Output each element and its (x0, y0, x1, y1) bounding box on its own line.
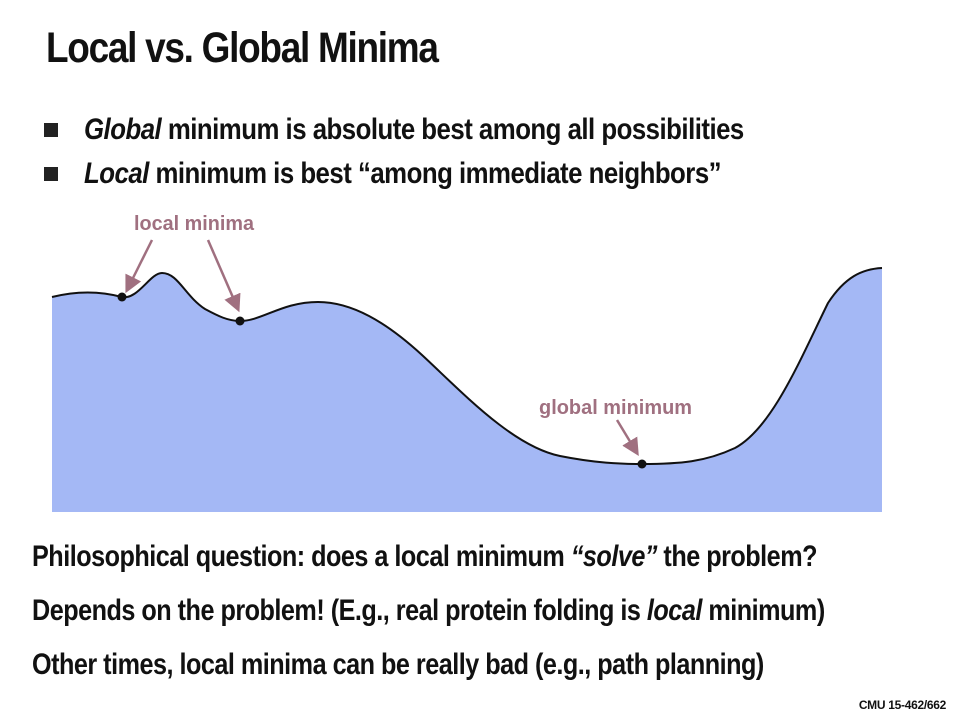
bullet-text: minimum is best “among immediate neighbo… (148, 157, 722, 190)
line-text: Depends on the problem! (E.g., real prot… (32, 594, 647, 627)
bullet-list: Global minimum is absolute best among al… (44, 108, 851, 196)
discussion-line-1: Philosophical question: does a local min… (32, 530, 960, 584)
bullet-emphasis: Local (84, 157, 149, 190)
line-text: Other times, local minima can be really … (32, 648, 764, 681)
bullet-local: Local minimum is best “among immediate n… (44, 152, 851, 196)
local-minimum-point-1 (117, 292, 127, 302)
line-text: the problem? (656, 540, 817, 573)
bullet-square-icon (44, 167, 58, 181)
landscape-fill (52, 268, 882, 512)
line-text: minimum) (701, 594, 825, 627)
course-footer: CMU 15-462/662 (858, 698, 946, 712)
discussion-line-3: Other times, local minima can be really … (32, 638, 960, 692)
line-text: Philosophical question: does a local min… (32, 540, 571, 573)
landscape-curve (51, 267, 883, 466)
local-arrow-2 (206, 239, 241, 313)
discussion-text: Philosophical question: does a local min… (32, 530, 960, 692)
slide-title: Local vs. Global Minima (46, 24, 439, 72)
discussion-line-2: Depends on the problem! (E.g., real prot… (32, 584, 960, 638)
local-minimum-point-2 (235, 316, 245, 326)
line-emphasis: local (646, 594, 702, 627)
local-arrow-1 (125, 239, 154, 294)
bullet-square-icon (44, 123, 58, 137)
global-minimum-point (637, 459, 647, 469)
global-minimum-label: global minimum (539, 397, 692, 419)
bullet-emphasis: Global (84, 113, 162, 146)
bullet-text: minimum is absolute best among all possi… (161, 113, 744, 146)
bullet-global: Global minimum is absolute best among al… (44, 108, 851, 152)
local-minima-label: local minima (134, 213, 255, 235)
global-arrow (615, 419, 639, 456)
line-emphasis: “solve” (570, 540, 658, 573)
